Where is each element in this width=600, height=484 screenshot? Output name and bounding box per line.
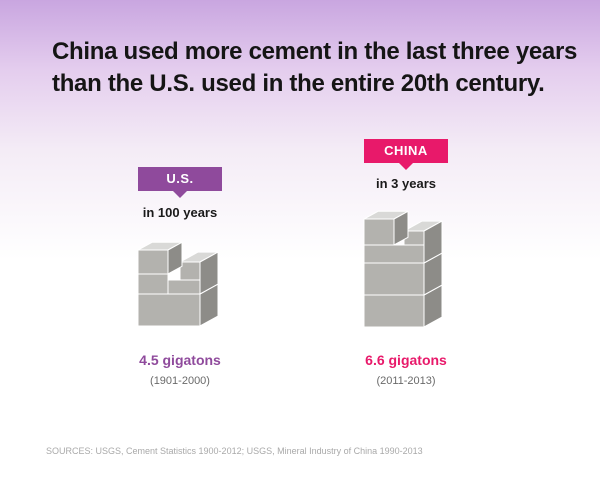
cement-block (363, 262, 425, 296)
us-value-label: 4.5 gigatons (139, 352, 221, 368)
us-date-range: (1901-2000) (150, 375, 210, 387)
china-country-tag: CHINA (364, 139, 448, 170)
us-cement-block-stack (137, 241, 219, 327)
cement-block (363, 294, 425, 328)
title-line-1: China used more cement in the last three… (52, 38, 578, 65)
page-title: China used more cement in the last three… (52, 36, 582, 100)
cement-block (137, 241, 183, 275)
china-date-range: (2011-2013) (376, 375, 436, 387)
cement-block (363, 244, 425, 264)
us-period-label: in 100 years (142, 205, 218, 220)
cement-block (167, 279, 201, 295)
cement-block (137, 293, 201, 327)
sources-note: SOURCES: USGS, Cement Statistics 1900-20… (46, 446, 423, 456)
title-line-2: than the U.S. used in the entire 20th ce… (52, 70, 545, 97)
china-cement-block-stack (363, 210, 443, 328)
china-period-label: in 3 years (376, 176, 436, 191)
cement-block (363, 210, 409, 246)
china-value-label: 6.6 gigatons (365, 352, 447, 368)
us-country-tag: U.S. (138, 167, 222, 198)
